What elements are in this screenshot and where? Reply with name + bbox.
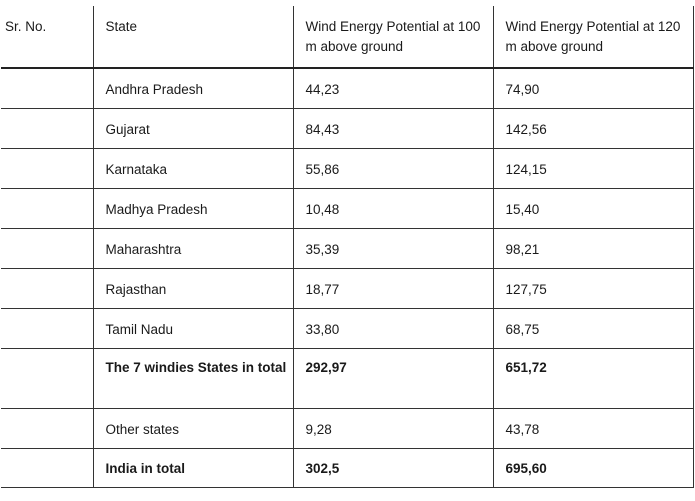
potential-120m-cell: 124,15: [492, 148, 694, 188]
potential-100m-cell: 44,23: [292, 68, 493, 108]
potential-100m-cell: 84,43: [292, 108, 493, 148]
potential-100m-cell: 9,28: [292, 408, 493, 448]
sr-no-cell: [1, 268, 93, 308]
potential-100m-cell: 10,48: [292, 188, 493, 228]
sr-no-cell: [1, 108, 93, 148]
potential-100m-cell: 35,39: [292, 228, 493, 268]
header-potential-100m: Wind Energy Potential at 100 m above gro…: [292, 6, 493, 69]
state-cell: Madhya Pradesh: [92, 188, 293, 228]
state-cell: Tamil Nadu: [92, 308, 293, 348]
state-cell: Maharashtra: [92, 228, 293, 268]
potential-100m-cell: 18,77: [292, 268, 493, 308]
sr-no-cell: [1, 228, 93, 268]
table-row: Andhra Pradesh 44,23 74,90: [1, 68, 694, 108]
state-cell: Gujarat: [92, 108, 293, 148]
table-row: Karnataka 55,86 124,15: [1, 148, 694, 188]
potential-100m-cell: 292,97: [292, 348, 493, 408]
potential-120m-cell: 127,75: [492, 268, 694, 308]
state-cell: Andhra Pradesh: [92, 68, 293, 108]
header-state: State: [92, 6, 293, 69]
state-cell: Rajasthan: [92, 268, 293, 308]
table-row-subtotal: The 7 windies States in total 292,97 651…: [1, 348, 694, 408]
potential-120m-cell: 98,21: [492, 228, 694, 268]
potential-100m-cell: 33,80: [292, 308, 493, 348]
table-row: Tamil Nadu 33,80 68,75: [1, 308, 694, 348]
sr-no-cell: [1, 408, 93, 448]
sr-no-cell: [1, 448, 93, 487]
table-row: Madhya Pradesh 10,48 15,40: [1, 188, 694, 228]
table-row-total: India in total 302,5 695,60: [1, 448, 694, 487]
state-cell: Karnataka: [92, 148, 293, 188]
table-row: Gujarat 84,43 142,56: [1, 108, 694, 148]
potential-100m-cell: 55,86: [292, 148, 493, 188]
potential-120m-cell: 651,72: [492, 348, 694, 408]
sr-no-cell: [1, 148, 93, 188]
header-potential-120m: Wind Energy Potential at 120 m above gro…: [492, 6, 694, 69]
sr-no-cell: [1, 348, 93, 408]
potential-120m-cell: 43,78: [492, 408, 694, 448]
table-row: Maharashtra 35,39 98,21: [1, 228, 694, 268]
state-cell: Other states: [92, 408, 293, 448]
potential-100m-cell: 302,5: [292, 448, 493, 487]
table-row: Rajasthan 18,77 127,75: [1, 268, 694, 308]
potential-120m-cell: 74,90: [492, 68, 694, 108]
table-row: Other states 9,28 43,78: [1, 408, 694, 448]
sr-no-cell: [1, 68, 93, 108]
sr-no-cell: [1, 308, 93, 348]
potential-120m-cell: 15,40: [492, 188, 694, 228]
table-header-row: Sr. No. State Wind Energy Potential at 1…: [1, 6, 694, 69]
potential-120m-cell: 68,75: [492, 308, 694, 348]
wind-energy-table: Sr. No. State Wind Energy Potential at 1…: [1, 6, 694, 488]
state-cell: India in total: [92, 448, 293, 487]
state-cell: The 7 windies States in total: [92, 348, 293, 408]
header-sr-no: Sr. No.: [1, 6, 93, 69]
sr-no-cell: [1, 188, 93, 228]
potential-120m-cell: 695,60: [492, 448, 694, 487]
potential-120m-cell: 142,56: [492, 108, 694, 148]
